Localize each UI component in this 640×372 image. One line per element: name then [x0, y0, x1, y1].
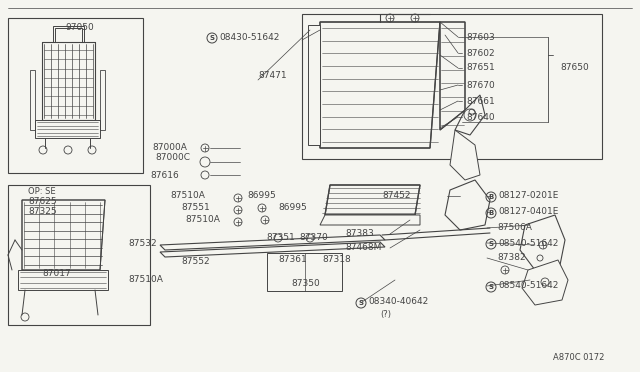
- Text: S: S: [209, 35, 214, 41]
- Text: S: S: [358, 300, 364, 306]
- Text: 87452: 87452: [382, 192, 410, 201]
- Text: OP: SE: OP: SE: [28, 186, 56, 196]
- Bar: [267, 253, 342, 291]
- Text: 87468M: 87468M: [345, 244, 381, 253]
- Polygon shape: [22, 200, 105, 270]
- Text: B: B: [488, 210, 493, 216]
- Polygon shape: [160, 242, 385, 257]
- Text: S: S: [488, 284, 493, 290]
- Bar: [53, 26, 84, 42]
- Polygon shape: [35, 120, 100, 138]
- Polygon shape: [455, 95, 485, 135]
- Polygon shape: [160, 235, 385, 250]
- Polygon shape: [440, 22, 465, 130]
- Polygon shape: [18, 270, 108, 290]
- Text: 86995: 86995: [278, 203, 307, 212]
- Polygon shape: [520, 215, 565, 270]
- Text: 87350: 87350: [291, 279, 320, 289]
- Text: 87616: 87616: [150, 170, 179, 180]
- Text: 87382: 87382: [497, 253, 525, 263]
- Text: 87383: 87383: [345, 230, 374, 238]
- Bar: [8, 18, 143, 173]
- Polygon shape: [308, 25, 320, 145]
- Text: 87510A: 87510A: [170, 192, 205, 201]
- Text: 87000A: 87000A: [152, 142, 187, 151]
- Text: 87510A: 87510A: [185, 215, 220, 224]
- Text: 87552: 87552: [181, 257, 210, 266]
- Text: 87325: 87325: [28, 208, 56, 217]
- Polygon shape: [445, 180, 490, 230]
- Polygon shape: [522, 260, 568, 305]
- Text: 87017: 87017: [42, 269, 71, 278]
- Text: 87370: 87370: [299, 234, 328, 243]
- Text: 87506A: 87506A: [497, 224, 532, 232]
- Text: 08430-51642: 08430-51642: [219, 32, 280, 42]
- Polygon shape: [325, 185, 420, 215]
- Text: S: S: [488, 241, 493, 247]
- Text: 87602: 87602: [466, 48, 495, 58]
- Text: 08540-51642: 08540-51642: [498, 282, 558, 291]
- Text: 97050: 97050: [65, 22, 93, 32]
- Bar: [8, 185, 150, 325]
- Text: 87625: 87625: [28, 196, 56, 205]
- Text: 08540-51642: 08540-51642: [498, 238, 558, 247]
- Text: 08127-0401E: 08127-0401E: [498, 208, 558, 217]
- Text: 08340-40642: 08340-40642: [368, 298, 428, 307]
- Polygon shape: [320, 215, 420, 225]
- Text: 87551: 87551: [181, 203, 210, 212]
- Polygon shape: [42, 42, 95, 120]
- Text: 87651: 87651: [466, 64, 495, 73]
- Text: 87471: 87471: [258, 71, 287, 80]
- Text: 87361: 87361: [278, 254, 307, 263]
- Polygon shape: [450, 130, 480, 180]
- Bar: [302, 14, 602, 159]
- Text: 87351: 87351: [266, 234, 295, 243]
- Text: A870C 0172: A870C 0172: [553, 353, 604, 362]
- Text: 87640: 87640: [466, 112, 495, 122]
- Text: 87510A: 87510A: [128, 276, 163, 285]
- Text: 87603: 87603: [466, 32, 495, 42]
- Text: 87670: 87670: [466, 80, 495, 90]
- Polygon shape: [320, 22, 440, 148]
- Text: (?): (?): [380, 310, 391, 318]
- Text: B: B: [488, 194, 493, 200]
- Text: 08127-0201E: 08127-0201E: [498, 192, 558, 201]
- Text: 87532: 87532: [128, 238, 157, 247]
- Text: 87318: 87318: [322, 254, 351, 263]
- Text: 87000C: 87000C: [155, 154, 190, 163]
- Text: 86995: 86995: [247, 192, 276, 201]
- Text: 87650: 87650: [560, 64, 589, 73]
- Text: 87661: 87661: [466, 96, 495, 106]
